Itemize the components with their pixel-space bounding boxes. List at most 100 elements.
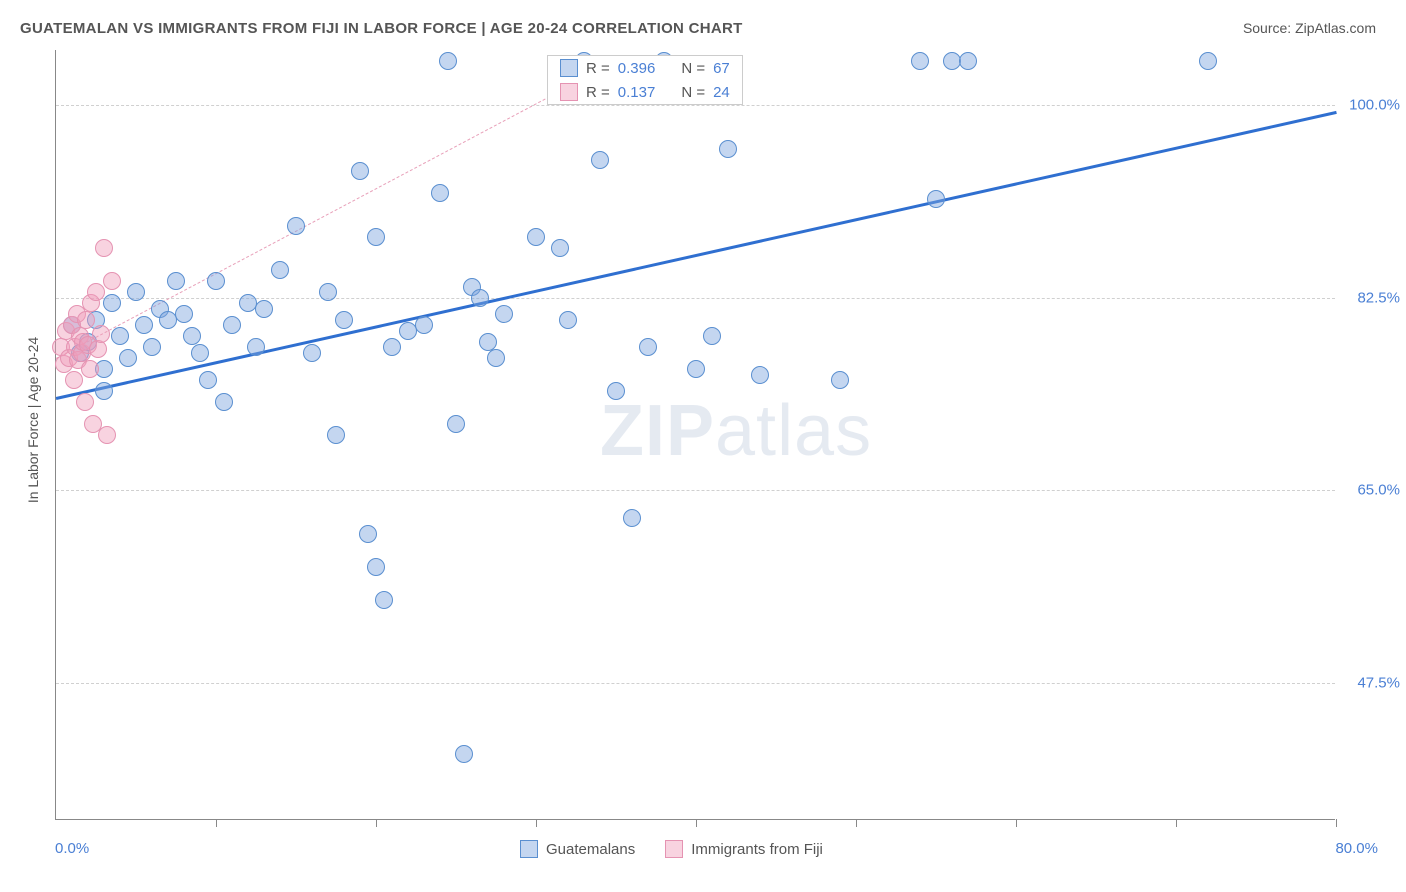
data-point <box>87 283 105 301</box>
source-label: Source: ZipAtlas.com <box>1243 20 1376 36</box>
data-point <box>559 311 577 329</box>
data-point <box>143 338 161 356</box>
data-point <box>183 327 201 345</box>
data-point <box>92 325 110 343</box>
data-point <box>719 140 737 158</box>
r-label: R = <box>586 60 610 77</box>
n-label: N = <box>681 84 705 101</box>
data-point <box>175 305 193 323</box>
data-point <box>959 52 977 70</box>
legend-stats-box: R = 0.396 N = 67 R = 0.137 N = 24 <box>547 55 743 105</box>
data-point <box>591 151 609 169</box>
data-point <box>351 162 369 180</box>
swatch-guatemalans <box>520 840 538 858</box>
data-point <box>383 338 401 356</box>
data-point <box>215 393 233 411</box>
y-tick-label: 82.5% <box>1340 289 1400 306</box>
data-point <box>359 525 377 543</box>
chart-container: GUATEMALAN VS IMMIGRANTS FROM FIJI IN LA… <box>0 0 1406 892</box>
gridline <box>56 683 1335 684</box>
data-point <box>487 349 505 367</box>
data-point <box>95 239 113 257</box>
data-point <box>431 184 449 202</box>
data-point <box>167 272 185 290</box>
y-tick-label: 100.0% <box>1340 97 1400 114</box>
data-point <box>247 338 265 356</box>
data-point <box>207 272 225 290</box>
data-point <box>415 316 433 334</box>
data-point <box>911 52 929 70</box>
n-label: N = <box>681 60 705 77</box>
gridline <box>56 105 1335 106</box>
data-point <box>95 382 113 400</box>
gridline <box>56 490 1335 491</box>
x-tick <box>1016 819 1017 827</box>
x-tick <box>696 819 697 827</box>
data-point <box>111 327 129 345</box>
legend-stats-row-1: R = 0.396 N = 67 <box>548 56 742 80</box>
data-point <box>65 371 83 389</box>
x-axis-min-label: 0.0% <box>55 840 89 857</box>
data-point <box>495 305 513 323</box>
data-point <box>81 360 99 378</box>
y-tick-label: 47.5% <box>1340 674 1400 691</box>
data-point <box>103 294 121 312</box>
data-point <box>255 300 273 318</box>
data-point <box>223 316 241 334</box>
legend-item-guatemalans: Guatemalans <box>520 840 635 858</box>
data-point <box>751 366 769 384</box>
x-tick <box>536 819 537 827</box>
swatch-fiji <box>560 83 578 101</box>
plot-area: 47.5%65.0%82.5%100.0% <box>55 50 1335 820</box>
data-point <box>89 340 107 358</box>
r-value-1: 0.396 <box>618 60 656 77</box>
data-point <box>639 338 657 356</box>
legend-stats-row-2: R = 0.137 N = 24 <box>548 80 742 104</box>
data-point <box>303 344 321 362</box>
data-point <box>367 558 385 576</box>
data-point <box>135 316 153 334</box>
x-tick <box>1176 819 1177 827</box>
data-point <box>327 426 345 444</box>
data-point <box>98 426 116 444</box>
data-point <box>287 217 305 235</box>
legend-label: Guatemalans <box>546 841 635 858</box>
x-axis-max-label: 80.0% <box>1335 840 1378 857</box>
data-point <box>447 415 465 433</box>
n-value-1: 67 <box>713 60 730 77</box>
legend-series: Guatemalans Immigrants from Fiji <box>520 840 823 858</box>
data-point <box>927 190 945 208</box>
data-point <box>471 289 489 307</box>
x-tick <box>856 819 857 827</box>
data-point <box>335 311 353 329</box>
data-point <box>455 745 473 763</box>
data-point <box>76 393 94 411</box>
data-point <box>199 371 217 389</box>
data-point <box>127 283 145 301</box>
data-point <box>607 382 625 400</box>
data-point <box>375 591 393 609</box>
data-point <box>367 228 385 246</box>
data-point <box>1199 52 1217 70</box>
data-point <box>103 272 121 290</box>
data-point <box>119 349 137 367</box>
data-point <box>77 311 95 329</box>
swatch-guatemalans <box>560 59 578 77</box>
data-point <box>687 360 705 378</box>
legend-label: Immigrants from Fiji <box>691 841 823 858</box>
legend-item-fiji: Immigrants from Fiji <box>665 840 823 858</box>
swatch-fiji <box>665 840 683 858</box>
data-point <box>527 228 545 246</box>
data-point <box>439 52 457 70</box>
data-point <box>479 333 497 351</box>
data-point <box>319 283 337 301</box>
r-value-2: 0.137 <box>618 84 656 101</box>
data-point <box>191 344 209 362</box>
chart-title: GUATEMALAN VS IMMIGRANTS FROM FIJI IN LA… <box>20 20 743 37</box>
y-tick-label: 65.0% <box>1340 482 1400 499</box>
n-value-2: 24 <box>713 84 730 101</box>
x-tick <box>376 819 377 827</box>
data-point <box>271 261 289 279</box>
data-point <box>831 371 849 389</box>
data-point <box>623 509 641 527</box>
